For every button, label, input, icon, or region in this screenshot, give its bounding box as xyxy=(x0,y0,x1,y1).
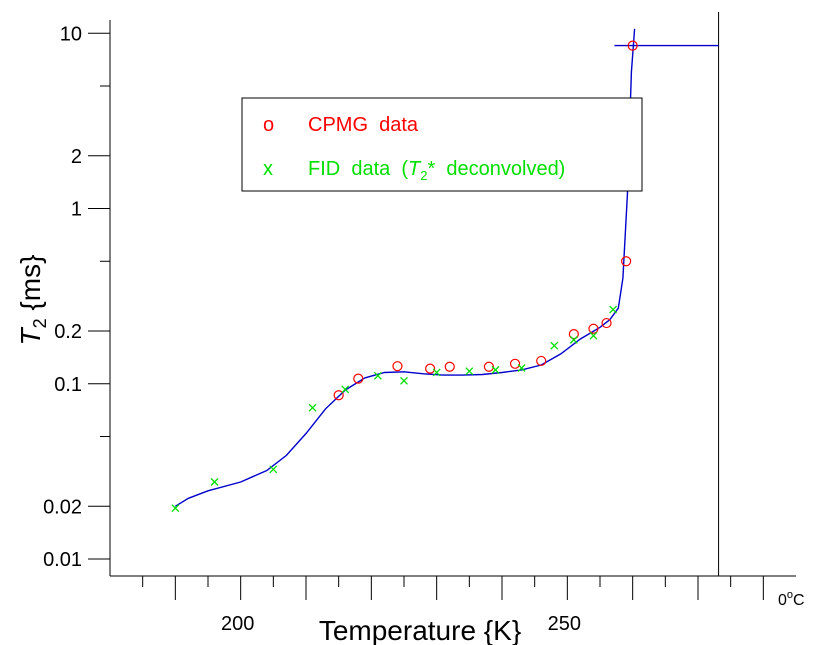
legend-marker-cpmg: o xyxy=(263,114,274,136)
y-tick-label: 0.01 xyxy=(43,549,82,571)
fid-data-point xyxy=(269,465,278,474)
cpmg-data-point xyxy=(353,373,364,384)
y-axis-title-unit: {ms} xyxy=(15,255,46,319)
cpmg-data-point xyxy=(536,355,547,367)
legend-label-cpmg: CPMG data xyxy=(308,114,419,136)
fid-data-point-stroke xyxy=(589,331,598,340)
y-axis-title-symbol: T xyxy=(15,326,46,345)
cpmg-data-point xyxy=(627,40,638,51)
fid-data-point-stroke xyxy=(373,371,382,380)
cpmg-data-point xyxy=(509,358,521,369)
fid-data-point-stroke xyxy=(432,368,441,377)
axes: 200 250 0.01 0.02 0.1 0.2 1 2 10 xyxy=(43,12,796,635)
fid-data-point xyxy=(465,367,474,376)
cpmg-data-point xyxy=(601,317,612,329)
cpmg-data-point xyxy=(392,361,403,372)
fid-data-point xyxy=(400,376,408,385)
fid-data-point-stroke xyxy=(465,367,474,376)
fid-data-point-stroke xyxy=(491,365,500,374)
fid-data-point xyxy=(373,371,382,380)
fit-curve-layer xyxy=(174,28,719,507)
y-axis-title: T2 {ms} xyxy=(15,255,50,346)
fid-data-point-stroke xyxy=(269,465,278,474)
zero-celsius-label-sup: o xyxy=(787,589,793,601)
zero-celsius-label-unit: C xyxy=(793,592,805,609)
fid-data-point xyxy=(550,341,559,350)
y-axis-title-subscript: 2 xyxy=(30,318,50,328)
zero-celsius-label-base: 0 xyxy=(778,592,787,609)
legend: o CPMG data x FID data (T2* deconvolved) xyxy=(241,97,643,192)
fid-data-point xyxy=(517,364,526,372)
legend-label-fid-subscript: 2 xyxy=(420,168,427,183)
fid-data-point xyxy=(569,335,578,344)
fid-data-point xyxy=(432,368,441,377)
cpmg-data-point xyxy=(425,363,436,374)
legend-label-fid-symbol: T xyxy=(408,158,422,180)
cpmg-data-point xyxy=(588,323,599,334)
fid-data-point-stroke xyxy=(341,385,350,394)
fid-data-point xyxy=(589,331,598,340)
cpmg-data-point xyxy=(568,329,579,340)
fid-data-point-stroke xyxy=(308,403,317,412)
x-tick-label: 200 xyxy=(221,613,254,635)
fid-data-point xyxy=(210,478,219,486)
zero-celsius-label: 0oC xyxy=(778,589,805,609)
fid-data-point-stroke xyxy=(400,376,408,385)
fid-data-point xyxy=(341,385,350,394)
y-tick-label: 10 xyxy=(60,23,82,45)
y-tick-label: 0.2 xyxy=(54,321,82,343)
legend-label-fid-suffix: * deconvolved) xyxy=(427,158,565,180)
fid-data-point-stroke xyxy=(609,305,618,314)
cpmg-data-point xyxy=(333,390,344,401)
cpmg-data-point xyxy=(483,361,495,372)
y-tick-label: 1 xyxy=(71,199,82,221)
legend-label-fid-prefix: FID data ( xyxy=(308,158,408,180)
fid-data-point xyxy=(491,365,500,374)
legend-label-fid: FID data (T2* deconvolved) xyxy=(308,158,565,183)
x-axis-title: Temperature {K} xyxy=(319,615,521,645)
legend-marker-fid: x xyxy=(263,158,273,180)
fit-curve xyxy=(174,28,636,507)
fid-data-point-stroke xyxy=(517,364,526,372)
x-tick-label: 250 xyxy=(548,613,581,635)
fid-data-point xyxy=(171,504,180,513)
fid-data-point-stroke xyxy=(171,504,180,513)
cpmg-data-point xyxy=(444,361,455,372)
y-tick-label: 0.1 xyxy=(54,374,82,396)
fid-data-point-stroke xyxy=(210,478,219,486)
fid-data-point xyxy=(609,305,618,314)
y-tick-label: 0.02 xyxy=(43,496,82,518)
data-marks xyxy=(171,40,638,513)
y-tick-label: 2 xyxy=(71,146,82,168)
cpmg-data-point xyxy=(621,256,632,267)
fid-data-point-stroke xyxy=(550,341,559,350)
fid-data-point xyxy=(308,403,317,412)
legend-box xyxy=(241,97,643,192)
fid-data-point-stroke xyxy=(569,335,578,344)
